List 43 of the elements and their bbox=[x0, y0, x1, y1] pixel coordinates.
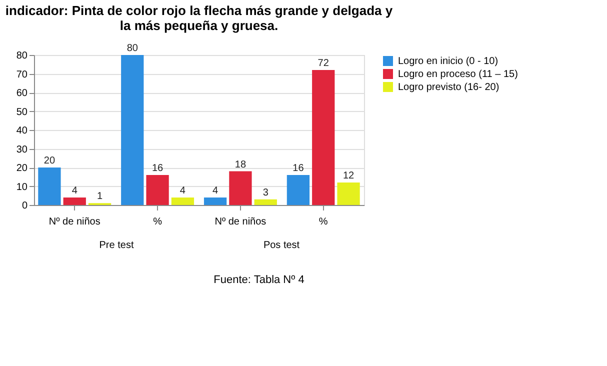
y-tick-label: 80 bbox=[16, 50, 28, 62]
y-tick-label: 30 bbox=[16, 144, 28, 156]
legend-label: Logro en inicio (0 - 10) bbox=[398, 56, 498, 67]
bar bbox=[229, 171, 252, 205]
y-tick-label: 50 bbox=[16, 106, 28, 118]
text: Pre test bbox=[99, 240, 134, 251]
data-label: 4 bbox=[72, 186, 78, 196]
data-label: 16 bbox=[292, 163, 304, 174]
bar bbox=[337, 182, 360, 205]
bar bbox=[38, 168, 61, 205]
y-tick-label: 0 bbox=[22, 200, 28, 212]
data-label: 1 bbox=[97, 191, 104, 202]
x-tick-label: % bbox=[318, 216, 328, 228]
data-label: 4 bbox=[212, 186, 219, 196]
legend-label: Logro en proceso (11 – 15) bbox=[398, 69, 518, 80]
bar bbox=[312, 70, 335, 205]
bar bbox=[204, 198, 227, 205]
x-tick-label: Nº de niños bbox=[214, 216, 266, 228]
bar bbox=[254, 199, 277, 205]
legend-label: Logro previsto (16- 20) bbox=[398, 82, 500, 93]
chart-title: indicador: Pinta de color rojo la flecha más grande y delgada y la más pequeña y gruesa. bbox=[5, 3, 394, 33]
bar bbox=[63, 198, 86, 205]
y-tick-label: 70 bbox=[16, 69, 28, 80]
data-label: 80 bbox=[126, 43, 138, 54]
data-label: 20 bbox=[44, 156, 56, 166]
y-tick-label: 40 bbox=[16, 126, 28, 136]
data-label: 16 bbox=[152, 163, 164, 174]
x-tick-label: Nº de niños bbox=[48, 216, 100, 228]
source-note: Fuente: Tabla Nº 4 bbox=[214, 274, 304, 286]
bar bbox=[171, 198, 194, 205]
y-tick-label: 20 bbox=[16, 163, 28, 174]
data-label: 4 bbox=[180, 186, 186, 196]
data-label: 3 bbox=[262, 187, 269, 198]
y-tick-label: 10 bbox=[16, 182, 28, 193]
data-label: 18 bbox=[234, 159, 246, 170]
y-tick-label: 60 bbox=[16, 88, 28, 99]
bar bbox=[146, 175, 169, 205]
bar bbox=[121, 55, 144, 205]
data-label: 12 bbox=[342, 170, 355, 182]
x-tick-label: % bbox=[153, 216, 162, 228]
text: Pos test bbox=[263, 240, 300, 251]
data-label: 72 bbox=[318, 58, 330, 69]
bar bbox=[286, 175, 310, 205]
